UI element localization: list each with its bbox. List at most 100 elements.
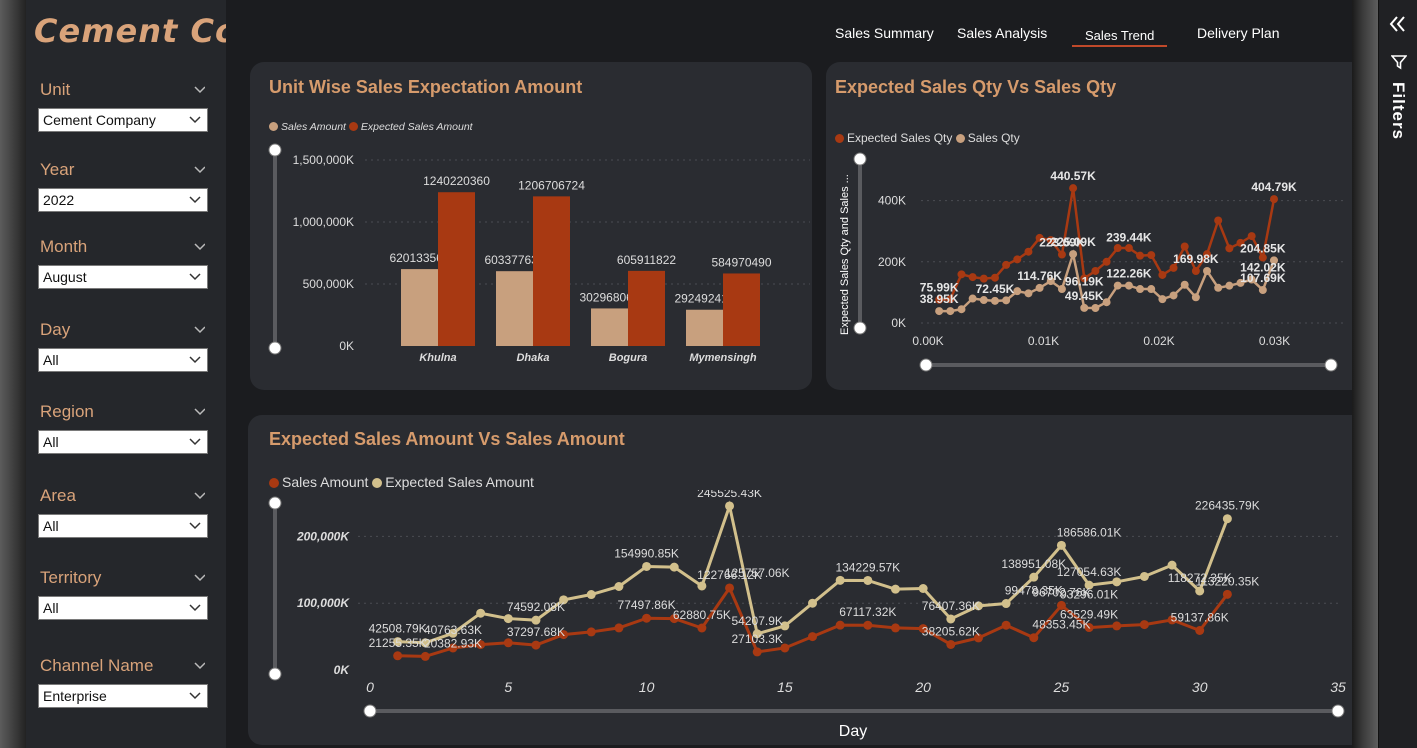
data-point[interactable] bbox=[946, 307, 955, 316]
data-point[interactable] bbox=[697, 581, 707, 591]
chevron-down-icon[interactable] bbox=[194, 86, 205, 97]
data-point[interactable] bbox=[1002, 296, 1011, 305]
bar-expected[interactable] bbox=[533, 196, 570, 346]
chart3-range-slider-handle[interactable] bbox=[268, 496, 282, 510]
data-point[interactable] bbox=[1046, 236, 1055, 245]
chevron-down-icon[interactable] bbox=[194, 492, 205, 503]
data-point[interactable] bbox=[559, 630, 569, 640]
data-point[interactable] bbox=[1113, 244, 1122, 253]
data-point[interactable] bbox=[1013, 255, 1022, 264]
data-point[interactable] bbox=[586, 590, 596, 600]
bar-sales[interactable] bbox=[496, 271, 533, 346]
filter-select-area[interactable]: All bbox=[38, 514, 208, 538]
data-point[interactable] bbox=[890, 623, 900, 633]
data-point[interactable] bbox=[1057, 250, 1066, 259]
data-point[interactable] bbox=[752, 647, 762, 657]
chart2-x-slider-handle[interactable] bbox=[919, 358, 933, 372]
data-point[interactable] bbox=[669, 562, 679, 572]
data-point[interactable] bbox=[1247, 232, 1256, 241]
data-point[interactable] bbox=[1124, 244, 1133, 253]
data-point[interactable] bbox=[1069, 250, 1078, 259]
bar-sales[interactable] bbox=[591, 308, 628, 346]
data-point[interactable] bbox=[1247, 275, 1256, 284]
tab-delivery-plan[interactable]: Delivery Plan bbox=[1197, 25, 1280, 41]
legend-expected-sales-amount[interactable]: Expected Sales Amount bbox=[372, 474, 534, 490]
chart3-x-slider-handle[interactable] bbox=[363, 704, 377, 718]
data-point[interactable] bbox=[1191, 293, 1200, 302]
chevron-down-icon[interactable] bbox=[194, 243, 205, 254]
bar-sales[interactable] bbox=[401, 269, 438, 346]
data-point[interactable] bbox=[808, 598, 818, 608]
data-point[interactable] bbox=[1080, 303, 1089, 312]
data-point[interactable] bbox=[1270, 195, 1278, 204]
data-point[interactable] bbox=[1029, 633, 1039, 643]
data-point[interactable] bbox=[946, 614, 956, 624]
legend-expected-sales-qty[interactable]: Expected Sales Qty bbox=[835, 131, 952, 145]
data-point[interactable] bbox=[973, 601, 983, 611]
bar-expected[interactable] bbox=[438, 192, 475, 346]
data-point[interactable] bbox=[669, 614, 679, 624]
data-point[interactable] bbox=[1136, 285, 1145, 294]
data-point[interactable] bbox=[448, 643, 458, 653]
data-point[interactable] bbox=[1069, 184, 1078, 193]
filters-pane-label[interactable]: Filters bbox=[1389, 82, 1408, 141]
collapse-pane-icon[interactable] bbox=[1388, 14, 1408, 34]
chevron-down-icon[interactable] bbox=[194, 662, 205, 673]
data-point[interactable] bbox=[476, 640, 486, 650]
data-point[interactable] bbox=[1225, 244, 1234, 253]
tab-sales-trend[interactable]: Sales Trend bbox=[1085, 28, 1155, 43]
data-point[interactable] bbox=[1112, 621, 1122, 631]
data-point[interactable] bbox=[957, 270, 966, 279]
data-point[interactable] bbox=[1195, 586, 1205, 596]
data-point[interactable] bbox=[1080, 274, 1089, 283]
data-point[interactable] bbox=[1056, 600, 1066, 610]
data-point[interactable] bbox=[780, 643, 790, 653]
data-point[interactable] bbox=[476, 608, 486, 618]
data-point[interactable] bbox=[1139, 571, 1149, 581]
data-point[interactable] bbox=[642, 561, 652, 571]
data-point[interactable] bbox=[614, 623, 624, 633]
data-point[interactable] bbox=[697, 623, 707, 633]
data-point[interactable] bbox=[614, 582, 624, 591]
data-point[interactable] bbox=[1169, 263, 1178, 272]
data-point[interactable] bbox=[1270, 256, 1278, 265]
data-point[interactable] bbox=[1214, 283, 1223, 292]
legend-sales-amount[interactable]: Sales Amount bbox=[269, 121, 346, 133]
data-point[interactable] bbox=[1147, 285, 1156, 294]
data-point[interactable] bbox=[979, 296, 988, 305]
data-point[interactable] bbox=[946, 295, 955, 304]
data-point[interactable] bbox=[835, 620, 845, 630]
bar-sales[interactable] bbox=[686, 309, 723, 346]
data-point[interactable] bbox=[531, 615, 541, 625]
data-point[interactable] bbox=[420, 638, 430, 648]
legend-expected-sales-amount[interactable]: Expected Sales Amount bbox=[348, 121, 473, 133]
data-point[interactable] bbox=[393, 651, 403, 661]
data-point[interactable] bbox=[890, 584, 900, 594]
data-point[interactable] bbox=[1102, 257, 1111, 266]
data-point[interactable] bbox=[1158, 270, 1167, 279]
chevron-down-icon[interactable] bbox=[194, 408, 205, 419]
data-point[interactable] bbox=[1158, 295, 1167, 304]
data-point[interactable] bbox=[1191, 266, 1200, 275]
data-point[interactable] bbox=[752, 629, 762, 639]
data-point[interactable] bbox=[531, 640, 541, 650]
data-point[interactable] bbox=[935, 307, 944, 316]
data-point[interactable] bbox=[503, 638, 513, 648]
chevron-down-icon[interactable] bbox=[194, 166, 205, 177]
data-point[interactable] bbox=[1102, 298, 1111, 307]
data-point[interactable] bbox=[559, 595, 569, 605]
data-point[interactable] bbox=[1112, 577, 1122, 587]
chart1-range-slider-handle[interactable] bbox=[268, 143, 282, 157]
data-point[interactable] bbox=[448, 628, 458, 638]
filter-select-day[interactable]: All bbox=[38, 348, 208, 372]
data-point[interactable] bbox=[1024, 289, 1033, 298]
data-point[interactable] bbox=[835, 575, 845, 585]
filter-select-unit[interactable]: Cement Company bbox=[38, 108, 208, 132]
tab-sales-analysis[interactable]: Sales Analysis bbox=[957, 25, 1048, 41]
chart2-x-slider-handle[interactable] bbox=[1324, 358, 1338, 372]
data-point[interactable] bbox=[990, 296, 999, 305]
data-point[interactable] bbox=[968, 273, 977, 282]
data-point[interactable] bbox=[503, 614, 513, 624]
data-point[interactable] bbox=[725, 583, 735, 593]
data-point[interactable] bbox=[1124, 281, 1133, 290]
